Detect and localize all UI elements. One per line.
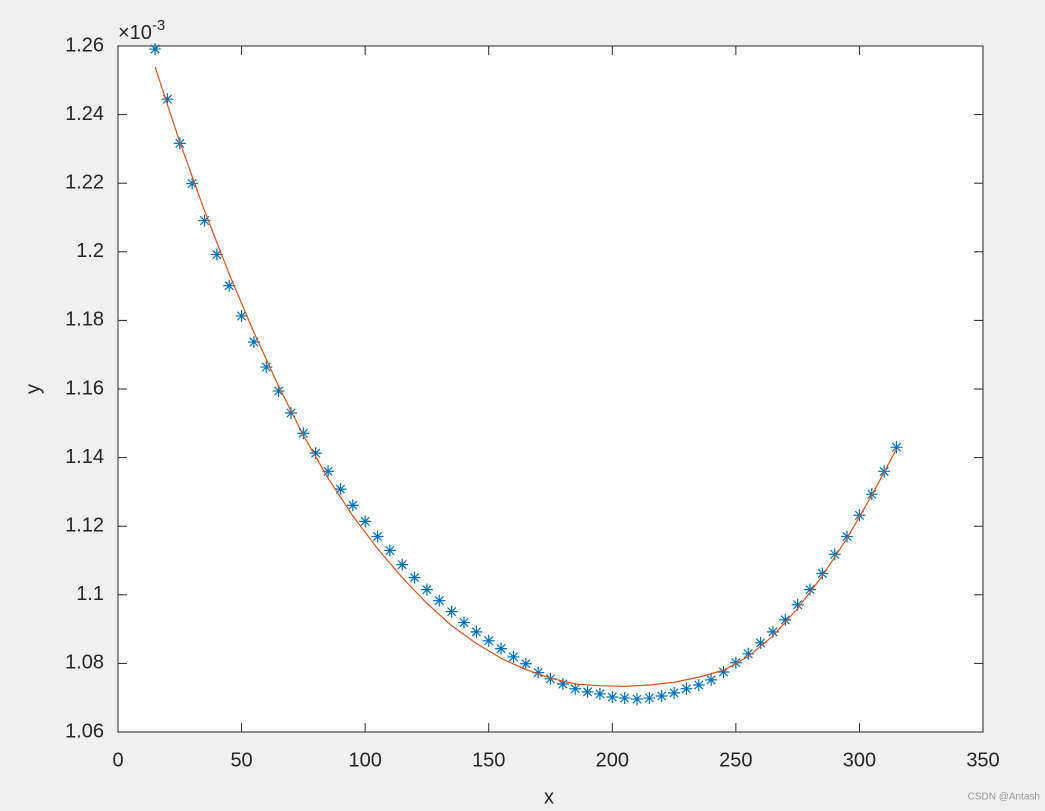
data-point (692, 679, 705, 692)
y-axis-label: y (22, 384, 44, 394)
y-tick-label: 1.22 (65, 171, 104, 193)
y-tick-label: 1.2 (76, 240, 104, 262)
data-point (433, 594, 446, 607)
y-tick-label: 1.18 (65, 309, 104, 331)
x-tick-label: 100 (348, 749, 381, 771)
data-point (396, 558, 409, 571)
data-point (754, 636, 767, 649)
data-point (309, 447, 322, 460)
data-point (643, 692, 656, 705)
fit-line (154, 66, 898, 687)
data-point (532, 666, 545, 679)
data-point (853, 509, 866, 522)
data-point (816, 567, 829, 580)
data-point (828, 548, 841, 561)
data-point (210, 248, 223, 261)
data-point (346, 499, 359, 512)
data-point (161, 93, 174, 106)
y-tick-label: 1.16 (65, 377, 104, 399)
data-point (606, 691, 619, 704)
x-tick-label: 200 (596, 749, 629, 771)
data-point (717, 665, 730, 678)
x-tick-label: 300 (843, 749, 876, 771)
y-tick-label: 1.06 (65, 720, 104, 742)
data-point (247, 336, 260, 349)
data-point (668, 686, 681, 699)
x-tick-label: 50 (230, 749, 252, 771)
axes-box (117, 45, 984, 733)
y-tick-label: 1.24 (65, 103, 104, 125)
data-point (322, 465, 335, 478)
data-point (779, 613, 792, 626)
x-tick-label: 0 (112, 749, 123, 771)
data-point (680, 682, 693, 695)
data-point (445, 605, 458, 618)
data-point (507, 650, 520, 663)
data-point (223, 279, 236, 292)
data-point (804, 583, 816, 596)
y-scale-base: ×10 (118, 22, 152, 44)
data-point (841, 530, 854, 543)
data-point (420, 583, 433, 596)
x-tick-label: 150 (472, 749, 505, 771)
watermark: CSDN @Antash (968, 792, 1040, 803)
data-point (285, 407, 297, 420)
data-point (766, 625, 779, 638)
data-point (470, 625, 483, 638)
data-point (359, 515, 372, 528)
data-point (334, 483, 347, 496)
plot-area (118, 46, 983, 732)
y-tick-label: 1.08 (65, 652, 104, 674)
data-point (618, 692, 631, 705)
data-point (544, 672, 557, 685)
data-point (297, 427, 310, 440)
data-point (260, 361, 273, 374)
data-point (631, 693, 643, 706)
y-tick-label: 1.26 (65, 34, 104, 56)
data-point (556, 677, 569, 690)
y-tick-label: 1.1 (76, 583, 104, 605)
data-point (198, 214, 211, 227)
data-point (655, 689, 668, 702)
data-point (272, 385, 285, 398)
data-point (149, 43, 162, 56)
data-point (791, 598, 804, 611)
data-point (458, 616, 470, 629)
data-point (581, 685, 594, 698)
y-tick-label: 1.12 (65, 514, 104, 536)
data-point (186, 177, 199, 190)
data-point (742, 647, 755, 660)
x-tick-label: 250 (719, 749, 752, 771)
data-point (495, 642, 508, 655)
data-point (408, 571, 421, 584)
data-point (383, 544, 396, 557)
data-point (482, 634, 495, 647)
x-axis-label: x (544, 786, 554, 808)
data-point (593, 687, 606, 700)
y-tick-label: 1.14 (65, 446, 104, 468)
y-scale-exponent: -3 (152, 17, 165, 34)
y-scale-factor: ×10-3 (118, 17, 165, 44)
x-tick-label: 350 (966, 749, 999, 771)
data-point (705, 673, 718, 686)
data-point (890, 441, 903, 454)
data-point (371, 530, 384, 543)
data-point (569, 682, 582, 695)
data-point (519, 657, 532, 670)
data-point (235, 309, 248, 322)
